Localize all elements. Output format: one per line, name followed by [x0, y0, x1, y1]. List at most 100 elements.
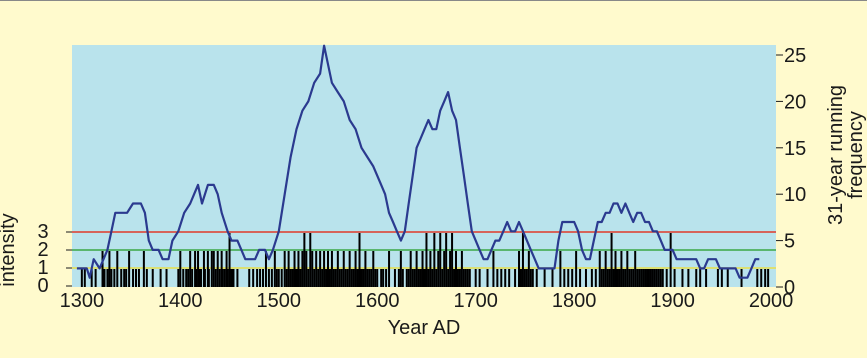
event-bar-216	[665, 269, 668, 287]
event-bar-193	[618, 269, 621, 287]
event-bar-85	[323, 251, 326, 287]
event-bar-217	[669, 233, 672, 287]
event-bar-222	[699, 269, 702, 287]
event-bar-50	[230, 269, 233, 287]
event-bar-60	[270, 269, 273, 287]
event-bar-192	[616, 269, 619, 287]
event-bar-178	[575, 251, 578, 287]
event-bar-1	[83, 269, 86, 287]
right-tick-0: 0	[784, 277, 795, 299]
event-bar-70	[293, 251, 296, 287]
event-bar-67	[287, 251, 290, 287]
event-bar-83	[319, 251, 322, 287]
right-tick-15: 15	[784, 138, 806, 160]
event-bar-32	[197, 251, 200, 287]
event-bar-110	[372, 251, 375, 287]
event-bar-77	[307, 269, 310, 287]
event-bar-138	[439, 233, 442, 287]
left-tick-3: 3	[37, 221, 48, 243]
event-bar-10	[116, 251, 119, 287]
event-bar-179	[579, 269, 582, 287]
event-bars	[80, 233, 770, 287]
event-bar-91	[334, 269, 337, 287]
event-bar-116	[388, 251, 391, 287]
event-bar-133	[429, 251, 432, 287]
event-bar-18	[142, 251, 145, 287]
event-bar-26	[185, 269, 188, 287]
right-axis-ticks: 0 5 10 15 20 25	[776, 45, 806, 299]
event-bar-223	[705, 269, 708, 287]
event-bar-226	[726, 269, 729, 287]
right-tick-25: 25	[784, 45, 806, 67]
event-bar-136	[435, 269, 438, 287]
event-bar-54	[252, 269, 255, 287]
event-bar-106	[364, 251, 367, 287]
event-bar-79	[311, 251, 314, 287]
event-bar-210	[651, 269, 654, 287]
left-axis-title: intensity	[0, 213, 19, 286]
event-bar-123	[409, 251, 412, 287]
event-bar-229	[760, 269, 763, 287]
event-bar-87	[327, 251, 329, 287]
event-bar-68	[289, 269, 292, 287]
event-bar-88	[328, 269, 331, 287]
event-bar-104	[360, 269, 363, 287]
event-bar-8	[110, 269, 113, 287]
event-bar-220	[687, 269, 690, 287]
event-bar-11	[120, 269, 123, 287]
event-bar-57	[262, 269, 265, 287]
event-bar-20	[151, 269, 154, 287]
event-bar-21	[159, 269, 162, 287]
event-bar-52	[236, 269, 239, 287]
event-bar-73	[299, 269, 302, 287]
event-bar-161	[508, 269, 511, 287]
event-bar-39	[210, 251, 213, 287]
event-bar-128	[419, 269, 422, 287]
event-bar-171	[535, 269, 538, 287]
event-bar-2	[90, 269, 93, 287]
event-bar-117	[393, 269, 396, 287]
event-bar-111	[374, 269, 377, 287]
event-bar-150	[462, 269, 465, 287]
event-bar-213	[657, 269, 660, 287]
event-bar-225	[720, 269, 723, 287]
event-bar-151	[464, 269, 467, 287]
event-bar-131	[425, 233, 428, 287]
event-bar-90	[332, 269, 335, 287]
event-bar-159	[500, 269, 503, 287]
event-bar-205	[642, 269, 645, 287]
event-bar-120	[401, 269, 404, 287]
event-bar-202	[636, 269, 639, 287]
event-bar-69	[291, 269, 294, 287]
event-bar-170	[531, 269, 534, 287]
event-bar-112	[376, 269, 379, 287]
event-bar-186	[604, 251, 607, 287]
left-tick-1: 1	[37, 257, 48, 279]
event-bar-152	[466, 269, 469, 287]
event-bar-124	[411, 269, 414, 287]
event-bar-0	[80, 269, 83, 287]
event-bar-184	[600, 269, 603, 287]
event-bar-86	[325, 269, 328, 287]
event-bar-175	[563, 269, 566, 287]
event-bar-92	[336, 251, 339, 287]
event-bar-203	[638, 269, 641, 287]
event-bar-36	[203, 269, 206, 287]
event-bar-167	[525, 269, 528, 287]
left-tick-2: 2	[37, 239, 48, 261]
x-tick-1900: 1900	[650, 290, 695, 312]
event-bar-101	[354, 251, 357, 287]
event-bar-62	[275, 269, 278, 287]
event-bar-135	[433, 233, 436, 287]
event-bar-103	[358, 233, 361, 287]
event-bar-42	[216, 251, 219, 287]
event-bar-183	[598, 251, 601, 287]
event-bar-127	[417, 269, 420, 287]
event-bar-224	[716, 269, 719, 287]
event-bar-27	[187, 269, 190, 287]
event-bar-132	[427, 269, 430, 287]
x-tick-1300: 1300	[60, 290, 105, 312]
x-tick-1400: 1400	[158, 290, 203, 312]
event-bar-207	[646, 269, 649, 287]
